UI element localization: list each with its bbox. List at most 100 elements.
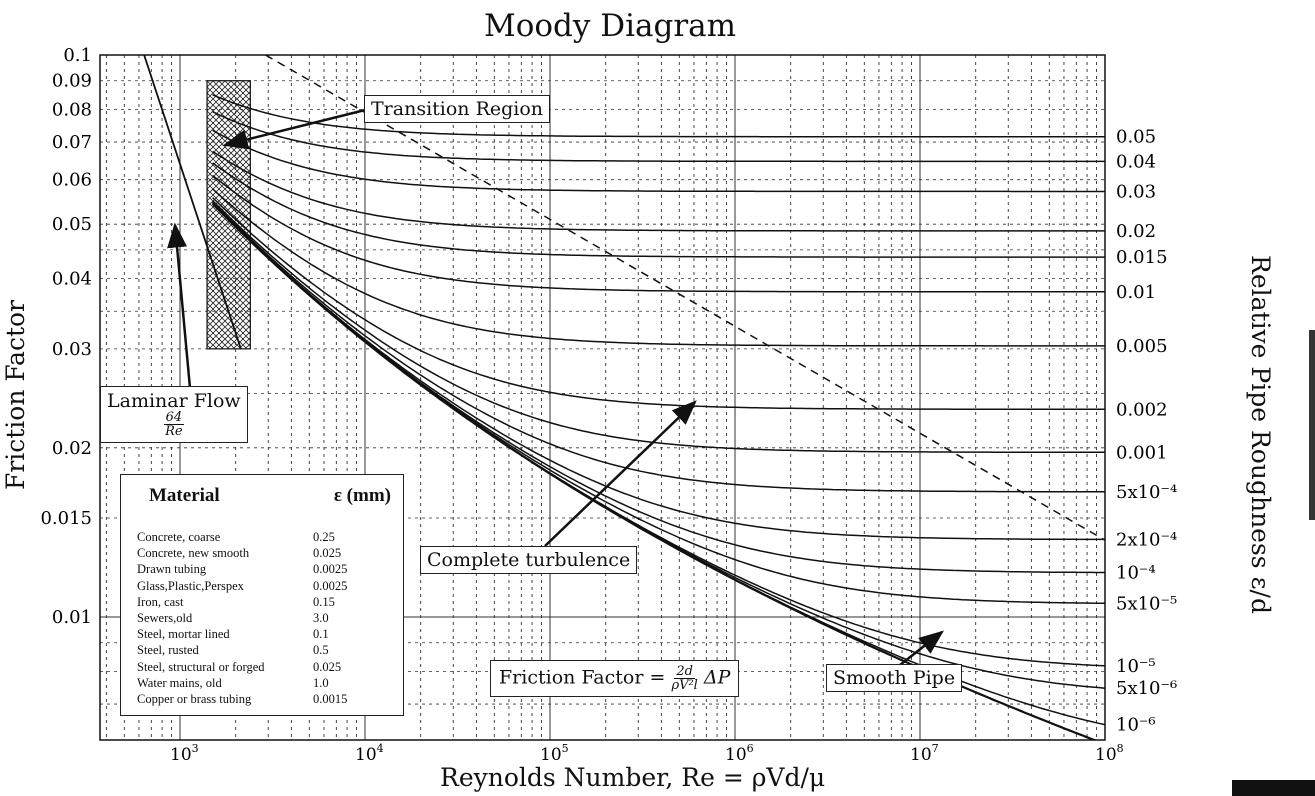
y-tick-label: 0.09 [52, 71, 92, 92]
y-tick-label: 0.06 [52, 170, 92, 191]
y-tick-label: 0.05 [52, 214, 92, 235]
transition-region [206, 80, 251, 350]
laminar-arrow [167, 222, 192, 389]
material-row: Glass,Plastic,Perspex 0.0025 [137, 578, 403, 594]
x-tick-label: 108 [1095, 742, 1124, 765]
x-tick-exponent: 7 [932, 742, 939, 755]
x-tick-exponent: 4 [377, 742, 384, 755]
roughness-curve [212, 202, 1105, 541]
smooth-pipe-arrow [899, 630, 944, 666]
complete-turbulence-line [265, 55, 1105, 541]
chart-title: Moody Diagram [483, 8, 737, 44]
roughness-curve [212, 150, 1105, 232]
y-tick-label: 0.015 [40, 508, 92, 529]
right-axis-label: Relative Pipe Roughness ε/d [1246, 255, 1275, 614]
material-table-header: Material ε (mm) [121, 475, 403, 507]
x-tick-exponent: 8 [1117, 742, 1124, 755]
friction-factor-formula: Friction Factor = 2d ρV²l ΔP [490, 660, 740, 697]
material-table: Material ε (mm) Concrete, coarse 0.25 Conc… [120, 474, 404, 716]
roughness-label: 10⁻⁵ [1116, 656, 1156, 677]
formula-suffix: ΔP [703, 666, 731, 689]
roughness-label: 0.03 [1116, 181, 1156, 202]
laminar-formula: 64 Re [163, 410, 185, 439]
material-name: Iron, cast [137, 594, 184, 609]
material-name: Steel, mortar lined [137, 627, 230, 642]
y-tick-label: 0.08 [52, 99, 92, 120]
roughness-curve [212, 188, 1105, 347]
roughness-label: 0.005 [1116, 336, 1168, 357]
material-row: Steel, rusted 0.5 [137, 642, 403, 658]
material-row: Drawn tubing 0.0025 [137, 561, 403, 577]
x-tick-label: 103 [170, 742, 199, 765]
roughness-curve [212, 200, 1105, 454]
y-tick-label: 0.01 [52, 607, 92, 628]
roughness-label: 5x10⁻⁴ [1116, 482, 1177, 503]
y-tick-label: 0.1 [63, 45, 92, 66]
material-header: Material [149, 485, 220, 506]
material-name: Steel, rusted [137, 643, 199, 658]
roughness-label: 10⁻⁶ [1116, 715, 1156, 736]
roughness-label: 0.02 [1116, 221, 1156, 242]
material-name: Water mains, old [137, 675, 222, 690]
material-row: Steel, mortar lined 0.1 [137, 626, 403, 642]
y-tick-label: 0.03 [52, 339, 92, 360]
roughness-curve [212, 197, 1105, 411]
transition-arrow [222, 108, 366, 150]
formula-prefix: Friction Factor = [499, 666, 666, 689]
material-roughness: 0.025 [313, 546, 342, 561]
roughness-header: ε (mm) [333, 485, 391, 506]
material-roughness: 1.0 [313, 675, 329, 690]
x-tick-label: 104 [355, 742, 384, 765]
roughness-label: 0.015 [1116, 247, 1168, 268]
material-roughness: 0.25 [313, 530, 335, 544]
photo-edge [1309, 330, 1315, 520]
material-roughness: 0.15 [313, 594, 335, 609]
material-name: Drawn tubing [137, 562, 207, 577]
formula-fraction: 2d ρV²l [671, 665, 697, 692]
y-tick-label: 0.02 [52, 438, 92, 459]
laminar-denominator: Re [165, 424, 183, 439]
material-roughness: 0.5 [313, 643, 329, 658]
material-row: Iron, cast 0.15 [137, 594, 403, 610]
photo-corner [1232, 780, 1315, 796]
roughness-label: 2x10⁻⁴ [1116, 529, 1177, 550]
roughness-label: 0.002 [1116, 399, 1168, 420]
x-tick-label: 107 [910, 742, 939, 765]
smooth-pipe-label: Smooth Pipe [826, 664, 963, 692]
roughness-label: 0.01 [1116, 282, 1156, 303]
material-row: Concrete, coarse 0.25 [137, 529, 403, 545]
transition-region-label: Transition Region [364, 95, 551, 123]
material-row: Water mains, old 1.0 [137, 675, 403, 691]
y-tick-label: 0.07 [52, 132, 92, 153]
laminar-flow-line [143, 55, 242, 350]
x-tick-exponent: 5 [562, 742, 569, 755]
roughness-curve [212, 174, 1105, 293]
roughness-curve [212, 111, 1105, 163]
roughness-label: 10⁻⁴ [1116, 563, 1156, 584]
material-roughness: 0.025 [313, 659, 342, 674]
roughness-curve [212, 129, 1105, 193]
plot-area [100, 55, 1105, 740]
material-name: Concrete, new smooth [137, 546, 250, 561]
material-row: Steel, structural or forged 0.025 [137, 659, 403, 675]
laminar-numerator: 64 [163, 410, 185, 425]
complete-turbulence-arrow [544, 400, 697, 547]
roughness-curve [212, 201, 1105, 493]
material-table-rows: Concrete, coarse 0.25 Concrete, new smooth… [121, 529, 403, 707]
roughness-label: 5x10⁻⁶ [1116, 678, 1177, 699]
y-axis-label: Friction Factor [1, 299, 30, 491]
material-name: Sewers,old [137, 611, 193, 626]
roughness-curve [212, 162, 1105, 258]
material-row: Copper or brass tubing 0.0015 [137, 691, 403, 707]
complete-turbulence-label: Complete turbulence [420, 546, 638, 574]
roughness-curve [212, 94, 1105, 138]
material-name: Glass,Plastic,Perspex [137, 578, 244, 593]
x-tick-label: 106 [725, 742, 754, 765]
roughness-label: 0.05 [1116, 127, 1156, 148]
x-tick-exponent: 3 [192, 742, 199, 755]
material-name: Concrete, coarse [137, 530, 221, 544]
roughness-label: 0.001 [1116, 442, 1168, 463]
material-roughness: 0.0025 [313, 578, 348, 593]
x-tick-exponent: 6 [747, 742, 754, 755]
